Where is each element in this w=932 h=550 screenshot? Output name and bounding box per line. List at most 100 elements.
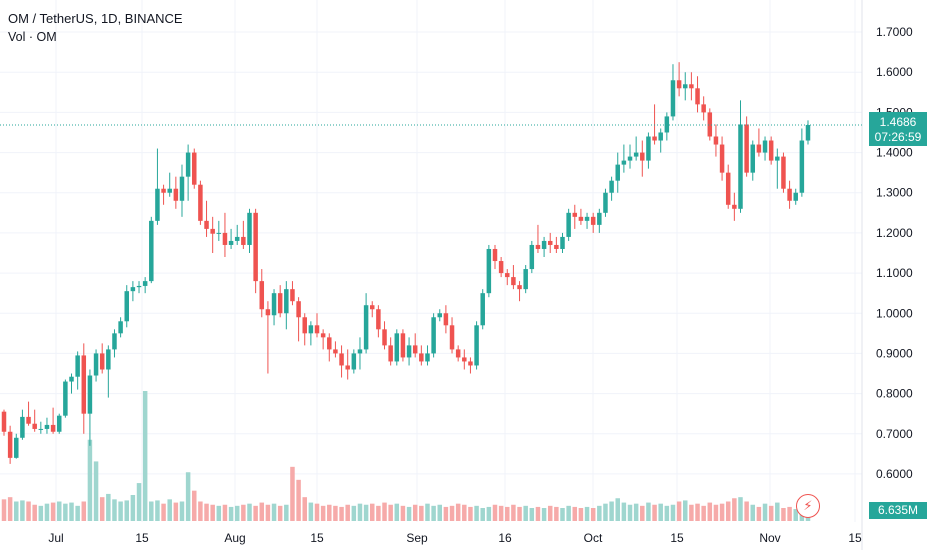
bar-countdown: 07:26:59 <box>869 130 927 145</box>
volume-bar <box>388 505 393 521</box>
candle-body <box>45 425 50 429</box>
volume-bar <box>548 506 553 521</box>
volume-bar <box>315 504 320 521</box>
volume-bar <box>523 506 528 521</box>
candle-body <box>407 345 412 357</box>
volume-indicator-label[interactable]: Vol · OM <box>8 28 183 46</box>
volume-bar <box>370 504 375 521</box>
volume-bar <box>493 505 498 521</box>
candle-body <box>658 132 663 140</box>
candle-body <box>26 417 31 424</box>
candle-body <box>554 245 559 249</box>
lightning-bolt-icon[interactable]: ⚡ <box>796 494 820 518</box>
volume-bar <box>382 503 387 521</box>
volume-bar <box>573 507 578 521</box>
volume-bar <box>462 505 467 521</box>
candle-body <box>677 80 682 88</box>
candle-body <box>253 213 258 281</box>
volume-bar <box>769 506 774 521</box>
y-tick-label: 1.3000 <box>876 186 913 200</box>
candle-body <box>425 353 430 361</box>
volume-bar <box>689 505 694 521</box>
candle-body <box>229 241 234 245</box>
volume-bar <box>75 506 80 521</box>
volume-bar <box>511 505 515 521</box>
candle-body <box>290 289 295 301</box>
x-tick-label: 15 <box>135 531 149 545</box>
candle-body <box>695 88 700 104</box>
volume-bar <box>695 504 700 521</box>
volume-bar <box>333 506 338 521</box>
candle-body <box>597 213 602 225</box>
candle-body <box>321 333 326 337</box>
candle-body <box>689 84 694 88</box>
candle-body <box>339 353 344 365</box>
candle-body <box>769 141 774 161</box>
symbol-title[interactable]: OM / TetherUS, 1D, BINANCE <box>8 10 183 28</box>
candle-body <box>192 153 197 185</box>
volume-bar <box>677 502 682 522</box>
volume-bar <box>186 472 191 521</box>
y-tick-label: 0.6000 <box>876 467 913 481</box>
candle-body <box>370 305 375 309</box>
candle-body <box>174 189 179 201</box>
candle-body <box>106 349 111 369</box>
time-axis[interactable]: Jul 15 Aug 15 Sep 16 Oct 15 Nov 15 <box>48 531 862 545</box>
volume-bar <box>603 504 608 521</box>
chart-grid <box>0 0 862 550</box>
candle-body <box>118 321 123 333</box>
candle-body <box>272 293 277 315</box>
candle-body <box>499 261 504 273</box>
volume-bar <box>339 507 344 521</box>
candle-body <box>315 325 320 333</box>
candle-body <box>20 417 25 438</box>
volume-bar <box>530 508 535 521</box>
candle-body <box>480 293 485 325</box>
candle-body <box>247 213 252 245</box>
last-price-tag: 1.4686 07:26:59 <box>869 112 927 146</box>
candle-body <box>438 313 443 317</box>
volume-bar <box>708 503 713 521</box>
volume-bar <box>665 506 670 521</box>
candle-body <box>333 349 338 353</box>
volume-bar <box>161 504 166 521</box>
candle-body <box>757 145 762 153</box>
candlesticks <box>2 62 811 464</box>
volume-bar <box>106 494 111 521</box>
volume-value-tag: 6.635M <box>869 502 927 519</box>
y-tick-label: 0.7000 <box>876 427 913 441</box>
volume-bar <box>536 507 541 521</box>
candle-body <box>726 173 731 205</box>
candle-body <box>143 281 148 286</box>
price-axis[interactable]: 1.70001.60001.50001.40001.30001.20001.10… <box>876 25 913 481</box>
candle-body <box>260 281 265 309</box>
x-tick-label: Nov <box>759 531 780 545</box>
candle-body <box>284 289 289 313</box>
candle-body <box>32 424 37 429</box>
candle-body <box>573 213 578 217</box>
candle-body <box>671 80 676 116</box>
volume-bar <box>229 507 234 521</box>
volume-bar <box>63 504 68 521</box>
volume-bar <box>272 504 277 521</box>
candle-body <box>364 305 369 349</box>
volume-bar <box>517 507 522 521</box>
volume-bar <box>763 504 768 521</box>
candle-body <box>278 293 283 313</box>
volume-bar <box>738 497 743 521</box>
candle-body <box>542 241 547 249</box>
volume-bar <box>217 506 222 521</box>
volume-bar <box>732 498 737 521</box>
candle-body <box>167 189 172 193</box>
candle-body <box>579 217 584 221</box>
volume-bar <box>309 503 314 521</box>
volume-bar <box>395 504 400 521</box>
candle-body <box>609 181 614 193</box>
volume-bar <box>57 502 62 522</box>
volume-bar <box>364 505 369 521</box>
candle-body <box>615 165 620 181</box>
volume-bar <box>327 505 332 521</box>
volume-bar <box>615 498 620 521</box>
candle-body <box>566 213 571 237</box>
